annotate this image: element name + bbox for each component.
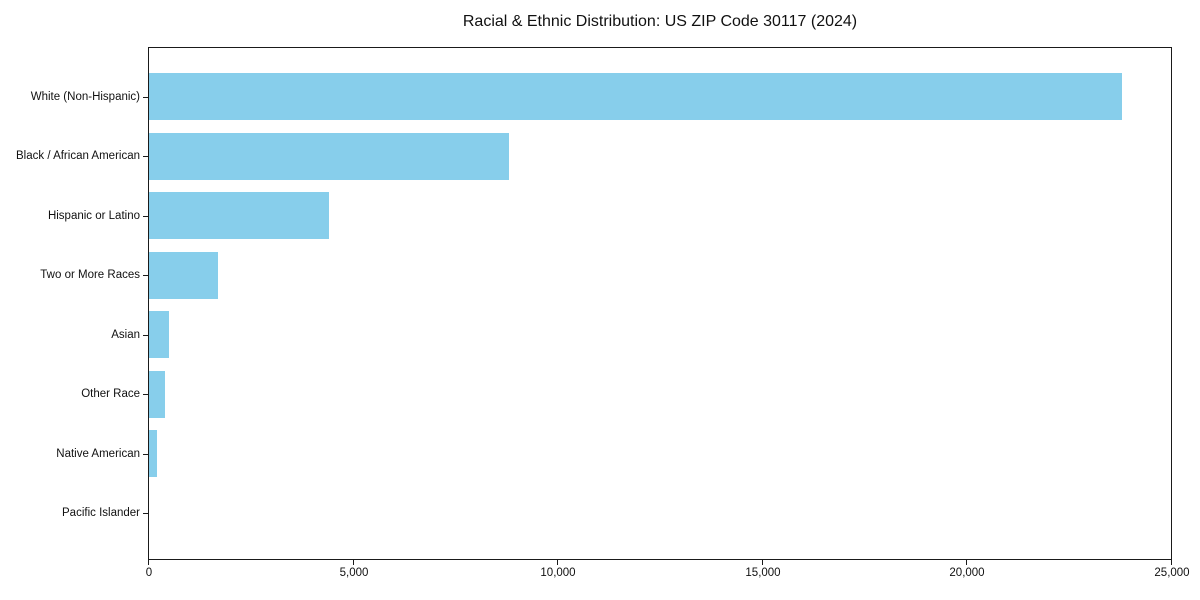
bar <box>149 73 1122 120</box>
y-tick <box>143 394 148 395</box>
plot-area <box>148 47 1172 560</box>
category-label: Hispanic or Latino <box>47 209 140 222</box>
x-tick-label: 20,000 <box>949 567 985 579</box>
bar <box>149 311 169 358</box>
chart-title: Racial & Ethnic Distribution: US ZIP Cod… <box>462 13 858 30</box>
category-label: Two or More Races <box>40 269 140 281</box>
bar <box>149 371 165 418</box>
x-tick-label: 0 <box>145 567 153 579</box>
x-tick <box>966 560 967 565</box>
category-label: Native American <box>56 447 140 460</box>
x-tick <box>148 560 149 565</box>
y-tick <box>143 454 148 455</box>
y-tick <box>143 335 148 336</box>
y-tick <box>143 275 148 276</box>
category-label: White (Non-Hispanic) <box>30 90 140 103</box>
category-label: Pacific Islander <box>62 507 140 519</box>
category-label: Black / African American <box>16 150 140 162</box>
x-tick <box>762 560 763 565</box>
y-tick <box>143 216 148 217</box>
category-label: Other Race <box>81 388 140 400</box>
x-tick-label: 25,000 <box>1154 567 1190 579</box>
y-tick <box>143 97 148 98</box>
x-tick <box>1171 560 1172 565</box>
category-label: Asian <box>111 328 140 341</box>
x-tick-label: 15,000 <box>745 567 781 579</box>
x-tick <box>557 560 558 565</box>
x-tick-label: 10,000 <box>540 567 576 579</box>
bar <box>149 430 157 477</box>
bar <box>149 252 218 299</box>
x-tick-label: 5,000 <box>339 567 369 579</box>
y-tick <box>143 513 148 514</box>
x-tick <box>353 560 354 565</box>
bar <box>149 133 509 180</box>
bar <box>149 192 329 239</box>
y-tick <box>143 156 148 157</box>
